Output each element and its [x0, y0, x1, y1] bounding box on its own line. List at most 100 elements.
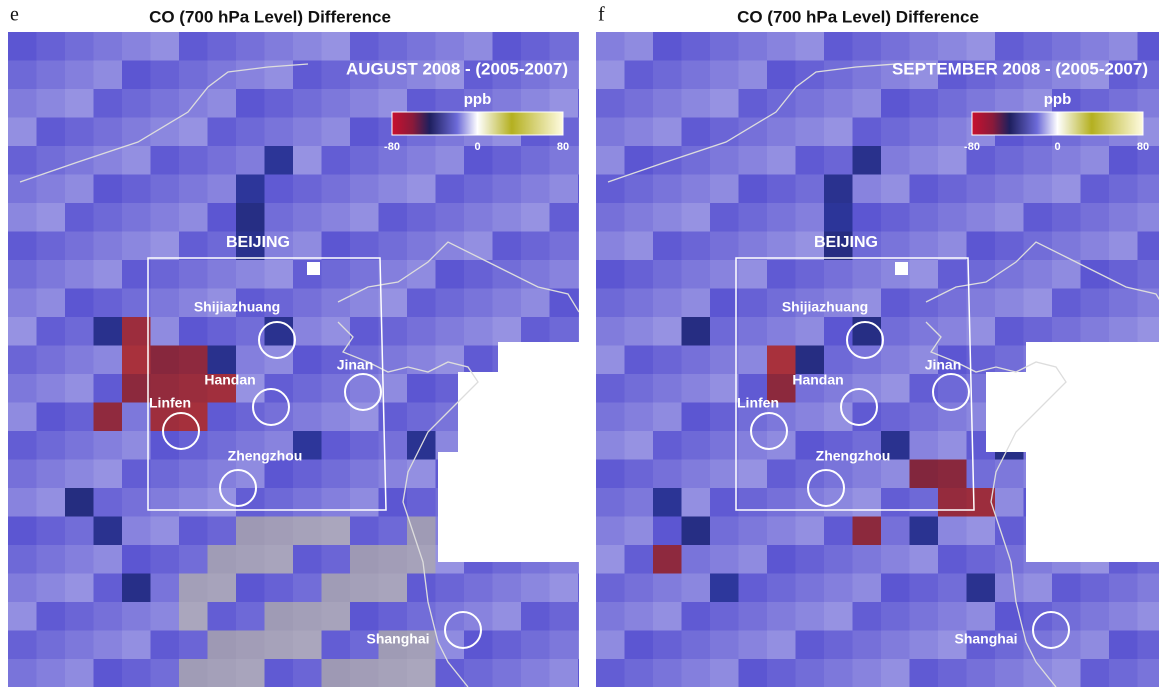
data-cell: [625, 517, 654, 546]
data-cell: [910, 545, 939, 574]
data-cell: [521, 175, 550, 204]
data-cell: [65, 517, 94, 546]
data-cell: [94, 403, 123, 432]
data-cell: [682, 89, 711, 118]
colorbar-unit: ppb: [1044, 91, 1072, 108]
data-cell: [910, 602, 939, 631]
data-cell: [710, 431, 739, 460]
data-cell: [94, 32, 123, 61]
data-cell: [208, 631, 237, 660]
data-cell: [682, 545, 711, 574]
data-cell: [236, 61, 265, 90]
panel-title: CO (700 hPa Level) Difference: [737, 7, 979, 26]
data-cell: [293, 317, 322, 346]
data-cell: [1024, 260, 1053, 289]
data-cell: [208, 61, 237, 90]
data-cell: [236, 32, 265, 61]
data-cell: [8, 203, 37, 232]
data-cell: [464, 203, 493, 232]
data-cell: [350, 545, 379, 574]
data-cell: [550, 317, 579, 346]
data-cell: [65, 89, 94, 118]
data-cell: [710, 545, 739, 574]
data-cell: [625, 317, 654, 346]
data-cell: [493, 260, 522, 289]
data-cell: [436, 346, 465, 375]
data-cell: [739, 659, 768, 687]
data-cell: [322, 317, 351, 346]
city-label: Handan: [792, 372, 843, 388]
data-cell: [824, 260, 853, 289]
data-cell: [265, 32, 294, 61]
data-cell: [739, 431, 768, 460]
data-cell: [65, 659, 94, 687]
data-cell: [596, 431, 625, 460]
data-cell: [796, 61, 825, 90]
data-cell: [796, 89, 825, 118]
data-cell: [379, 460, 408, 489]
data-cell: [151, 260, 180, 289]
data-cell: [881, 32, 910, 61]
data-cell: [938, 488, 967, 517]
data-cell: [1052, 203, 1081, 232]
data-cell: [37, 374, 66, 403]
data-cell: [293, 403, 322, 432]
data-cell: [824, 32, 853, 61]
data-cell: [65, 289, 94, 318]
data-cell: [682, 175, 711, 204]
colorbar-unit: ppb: [464, 91, 492, 108]
data-cell: [94, 175, 123, 204]
data-cell: [682, 317, 711, 346]
data-cell: [625, 574, 654, 603]
data-cell: [208, 545, 237, 574]
data-cell: [208, 89, 237, 118]
data-cell: [493, 631, 522, 660]
data-cell: [179, 317, 208, 346]
data-cell: [796, 602, 825, 631]
data-cell: [881, 146, 910, 175]
data-cell: [653, 89, 682, 118]
data-cell: [550, 260, 579, 289]
data-cell: [8, 289, 37, 318]
data-cell: [853, 175, 882, 204]
data-cell: [265, 346, 294, 375]
data-cell: [151, 545, 180, 574]
data-cell: [625, 61, 654, 90]
data-cell: [625, 175, 654, 204]
data-cell: [65, 631, 94, 660]
data-cell: [910, 203, 939, 232]
data-cell: [322, 574, 351, 603]
page: {"panels": [ {"label": "e", "title": "CO…: [0, 0, 1159, 687]
data-cell: [350, 460, 379, 489]
data-cell: [37, 431, 66, 460]
data-cell: [796, 460, 825, 489]
city-label: Linfen: [149, 395, 191, 411]
data-cell: [824, 175, 853, 204]
data-cell: [151, 431, 180, 460]
data-cell: [910, 574, 939, 603]
data-cell: [65, 260, 94, 289]
data-cell: [94, 517, 123, 546]
data-cell: [653, 460, 682, 489]
data-cell: [8, 659, 37, 687]
data-cell: [379, 32, 408, 61]
data-cell: [1081, 146, 1110, 175]
data-cell: [151, 232, 180, 261]
data-cell: [796, 118, 825, 147]
data-cell: [710, 203, 739, 232]
data-cell: [1109, 317, 1138, 346]
data-cell: [1138, 175, 1159, 204]
data-cell: [853, 631, 882, 660]
data-cell: [464, 260, 493, 289]
data-cell: [653, 659, 682, 687]
data-cell: [179, 232, 208, 261]
data-cell: [938, 602, 967, 631]
data-cell: [596, 346, 625, 375]
data-cell: [995, 574, 1024, 603]
data-cell: [493, 203, 522, 232]
data-cell: [682, 61, 711, 90]
data-cell: [596, 89, 625, 118]
data-cell: [65, 32, 94, 61]
data-cell: [350, 602, 379, 631]
data-cell: [37, 203, 66, 232]
